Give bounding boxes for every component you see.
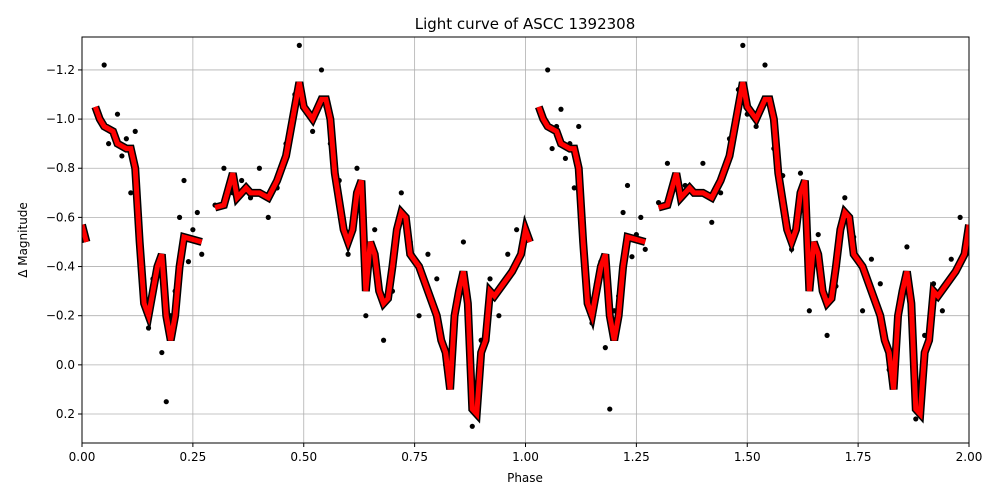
data-point [119, 153, 125, 159]
data-point [762, 62, 768, 68]
data-point [487, 276, 493, 282]
data-point [939, 308, 945, 314]
data-point [709, 219, 715, 225]
data-point [505, 251, 511, 257]
x-tick-label: 1.25 [623, 450, 650, 464]
data-point [571, 185, 577, 191]
data-point [664, 160, 671, 166]
data-point [185, 259, 192, 265]
data-point [576, 123, 582, 130]
data-point [128, 190, 134, 196]
data-point [163, 399, 169, 405]
data-point [859, 308, 866, 314]
data-point [310, 128, 316, 134]
data-point [966, 0, 971, 3]
x-axis-label: Phase [507, 471, 543, 485]
data-point [868, 256, 875, 262]
data-point [460, 239, 467, 245]
data-point [549, 145, 555, 152]
data-point [562, 155, 569, 162]
data-point [176, 214, 183, 220]
y-tick-label: 0.0 [56, 358, 75, 372]
x-tick-label: 2.00 [956, 450, 983, 464]
y-tick-label: −0.8 [46, 161, 75, 175]
data-point [558, 106, 564, 112]
data-point [638, 214, 644, 220]
data-point [372, 227, 378, 233]
data-point [913, 416, 919, 422]
data-point [797, 170, 804, 176]
data-point [363, 313, 369, 319]
data-point [948, 256, 954, 262]
data-point [398, 190, 404, 196]
data-point [106, 141, 112, 147]
chart-title: Light curve of ASCC 1392308 [415, 15, 636, 33]
data-point [824, 332, 830, 338]
data-point [469, 423, 475, 429]
data-point [904, 244, 910, 250]
data-point [416, 313, 422, 319]
data-point [434, 276, 440, 282]
x-tick-label: 0.50 [290, 450, 317, 464]
data-point [806, 308, 812, 314]
data-point [815, 231, 821, 238]
data-point [221, 165, 227, 171]
y-axis-label: Δ Magnitude [16, 202, 30, 278]
data-point [296, 42, 302, 48]
data-point [629, 254, 635, 260]
data-point [380, 337, 387, 343]
data-point [620, 209, 626, 216]
plot-frame [81, 36, 970, 444]
y-tick-label: −1.0 [46, 112, 75, 126]
data-point [194, 209, 200, 216]
data-point [345, 251, 351, 257]
data-point [159, 349, 165, 356]
data-point [132, 128, 138, 134]
data-point [642, 246, 648, 252]
data-point [318, 67, 325, 73]
data-point [602, 345, 608, 351]
x-tick-label: 1.00 [512, 450, 539, 464]
data-point [842, 195, 848, 201]
data-point [181, 177, 187, 184]
data-point [607, 406, 613, 412]
x-tick-label: 0.25 [180, 450, 207, 464]
data-point [957, 214, 963, 220]
data-point [545, 67, 551, 73]
line [82, 81, 969, 421]
data-point [624, 182, 631, 189]
data-point [740, 42, 746, 48]
data-point [239, 177, 245, 184]
data-point [256, 165, 262, 171]
y-tick-label: −0.2 [46, 309, 75, 323]
data-point [114, 111, 121, 117]
y-tick-label: −1.2 [46, 63, 75, 77]
data-point [190, 227, 196, 233]
data-point [877, 281, 883, 287]
y-tick-label: 0.2 [56, 407, 75, 421]
data-point [496, 313, 502, 319]
data-point [265, 214, 271, 220]
data-point [123, 136, 129, 142]
x-tick-label: 0.75 [401, 450, 428, 464]
data-point [425, 251, 431, 257]
plot-area [82, 0, 971, 429]
data-point [514, 227, 520, 233]
data-point [354, 165, 360, 171]
x-tick-label: 1.50 [734, 450, 761, 464]
y-tick-label: −0.6 [46, 210, 75, 224]
data-point [700, 160, 706, 166]
x-tick-label: 0.00 [69, 450, 96, 464]
x-tick-label: 1.75 [845, 450, 872, 464]
data-point [199, 251, 205, 257]
y-tick-label: −0.4 [46, 260, 75, 274]
data-point [101, 62, 107, 68]
